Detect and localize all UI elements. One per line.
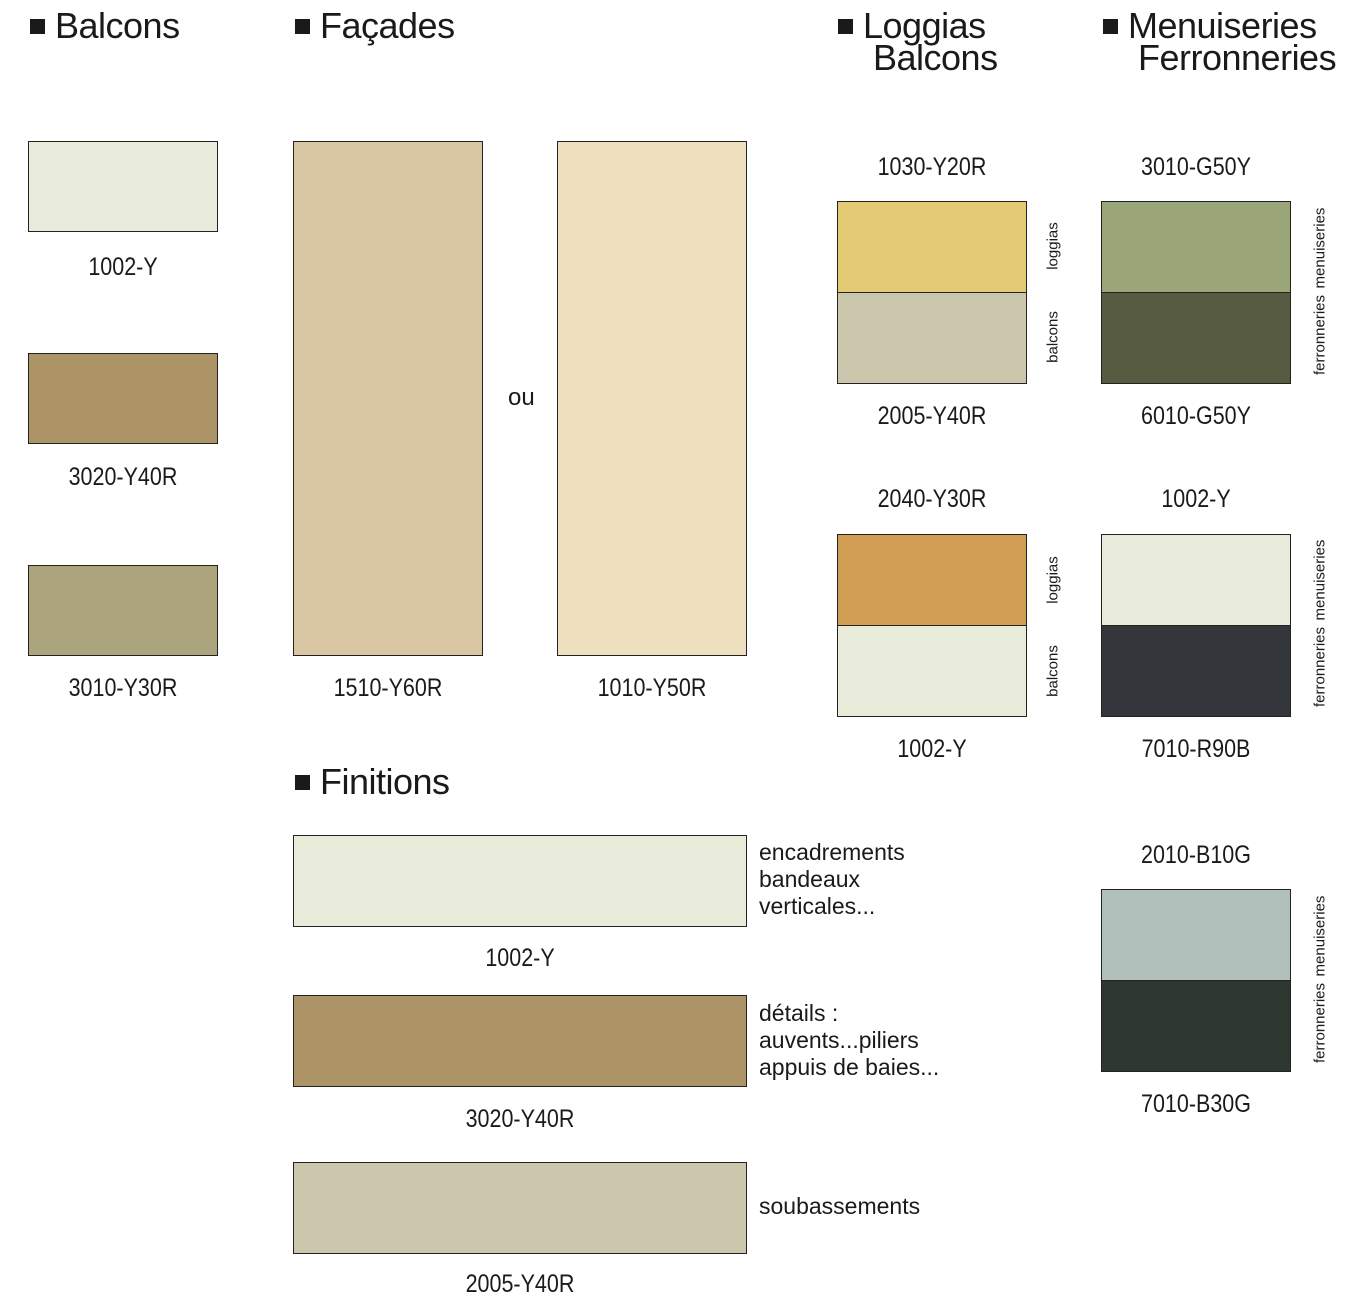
loggias-2-bottom-label: balcons bbox=[1044, 645, 1062, 697]
facades-code-right: 1010-Y50R bbox=[597, 674, 707, 702]
loggias-1-top-label: loggias bbox=[1044, 222, 1062, 270]
loggias-2-swatch bbox=[837, 534, 1027, 717]
finitions-note: bandeaux bbox=[759, 866, 861, 892]
loggias-1-bottom-code: 2005-Y40R bbox=[877, 402, 987, 430]
finitions-note: auvents...piliers bbox=[759, 1027, 919, 1053]
menuiseries-1-top-swatch bbox=[1102, 202, 1290, 292]
bullet-square-icon bbox=[1103, 19, 1118, 34]
menuiseries-3-top-swatch bbox=[1102, 890, 1290, 980]
menuiseries-1-swatch bbox=[1101, 201, 1291, 384]
menuiseries-2-top-code: 1002-Y bbox=[1161, 485, 1231, 513]
finitions-notes-2: détails : auvents...piliers appuis de ba… bbox=[759, 1000, 939, 1081]
heading-balcons2-text: Balcons bbox=[873, 37, 998, 78]
facades-swatch-right bbox=[557, 141, 747, 656]
finitions-code-3: 2005-Y40R bbox=[465, 1270, 575, 1298]
loggias-2-top-swatch bbox=[838, 535, 1026, 625]
menuiseries-2-bottom-code: 7010-R90B bbox=[1141, 735, 1251, 763]
balcons-swatch-3 bbox=[28, 565, 218, 656]
loggias-1-top-code: 1030-Y20R bbox=[877, 153, 987, 181]
heading-finitions: Finitions bbox=[295, 764, 450, 800]
menuiseries-3-swatch bbox=[1101, 889, 1291, 1072]
bullet-square-icon bbox=[295, 19, 310, 34]
balcons-code-2: 3020-Y40R bbox=[68, 463, 178, 491]
menuiseries-2-top-swatch bbox=[1102, 535, 1290, 625]
menuiseries-1-bottom-label: ferronneries bbox=[1311, 294, 1329, 376]
finitions-swatch-3 bbox=[293, 1162, 747, 1254]
loggias-1-bottom-swatch bbox=[838, 292, 1026, 383]
menuiseries-1-bottom-swatch bbox=[1102, 292, 1290, 383]
heading-ferronneries-text: Ferronneries bbox=[1138, 37, 1337, 78]
menuiseries-3-bottom-code: 7010-B30G bbox=[1141, 1090, 1251, 1118]
facades-or-text: ou bbox=[508, 384, 535, 411]
menuiseries-1-top-code: 3010-G50Y bbox=[1141, 153, 1251, 181]
finitions-code-2: 3020-Y40R bbox=[465, 1105, 575, 1133]
heading-menuiseries-text: Menuiseries bbox=[1128, 5, 1317, 46]
heading-menuiseries-ferronneries: Menuiseries Ferronneries bbox=[1103, 8, 1337, 78]
facades-swatch-left bbox=[293, 141, 483, 656]
balcons-code-1: 1002-Y bbox=[88, 253, 158, 281]
heading-loggias-text: Loggias bbox=[863, 5, 986, 46]
balcons-swatch-1 bbox=[28, 141, 218, 232]
bullet-square-icon bbox=[838, 19, 853, 34]
menuiseries-1-top-label: menuiseries bbox=[1311, 207, 1329, 289]
menuiseries-2-bottom-swatch bbox=[1102, 625, 1290, 716]
balcons-code-3: 3010-Y30R bbox=[68, 674, 178, 702]
finitions-note: encadrements bbox=[759, 839, 905, 865]
bullet-square-icon bbox=[295, 775, 310, 790]
heading-facades: Façades bbox=[295, 8, 455, 44]
finitions-swatch-1 bbox=[293, 835, 747, 927]
finitions-note: appuis de baies... bbox=[759, 1054, 940, 1080]
menuiseries-2-swatch bbox=[1101, 534, 1291, 717]
menuiseries-2-top-label: menuiseries bbox=[1311, 539, 1329, 621]
loggias-1-bottom-label: balcons bbox=[1044, 311, 1062, 363]
balcons-swatch-2 bbox=[28, 353, 218, 444]
facades-code-left: 1510-Y60R bbox=[333, 674, 443, 702]
loggias-2-top-code: 2040-Y30R bbox=[877, 485, 987, 513]
bullet-square-icon bbox=[30, 19, 45, 34]
finitions-code-1: 1002-Y bbox=[485, 944, 555, 972]
finitions-note: verticales... bbox=[759, 893, 876, 919]
menuiseries-3-bottom-label: ferronneries bbox=[1311, 982, 1329, 1064]
heading-balcons: Balcons bbox=[30, 8, 180, 44]
loggias-1-top-swatch bbox=[838, 202, 1026, 292]
loggias-1-swatch bbox=[837, 201, 1027, 384]
finitions-notes-3: soubassements bbox=[759, 1193, 920, 1220]
menuiseries-3-bottom-swatch bbox=[1102, 980, 1290, 1071]
finitions-note: détails : bbox=[759, 1000, 839, 1026]
finitions-notes-1: encadrements bandeaux verticales... bbox=[759, 839, 905, 920]
loggias-2-bottom-swatch bbox=[838, 625, 1026, 716]
heading-loggias-balcons: Loggias Balcons bbox=[838, 8, 998, 78]
heading-finitions-text: Finitions bbox=[320, 761, 450, 802]
menuiseries-2-bottom-label: ferronneries bbox=[1311, 626, 1329, 708]
finitions-note: soubassements bbox=[759, 1193, 921, 1219]
menuiseries-3-top-label: menuiseries bbox=[1311, 895, 1329, 977]
finitions-swatch-2 bbox=[293, 995, 747, 1087]
loggias-2-top-label: loggias bbox=[1044, 556, 1062, 604]
heading-balcons-text: Balcons bbox=[55, 5, 180, 46]
menuiseries-3-top-code: 2010-B10G bbox=[1141, 841, 1251, 869]
heading-facades-text: Façades bbox=[320, 5, 455, 46]
loggias-2-bottom-code: 1002-Y bbox=[897, 735, 967, 763]
menuiseries-1-bottom-code: 6010-G50Y bbox=[1141, 402, 1251, 430]
